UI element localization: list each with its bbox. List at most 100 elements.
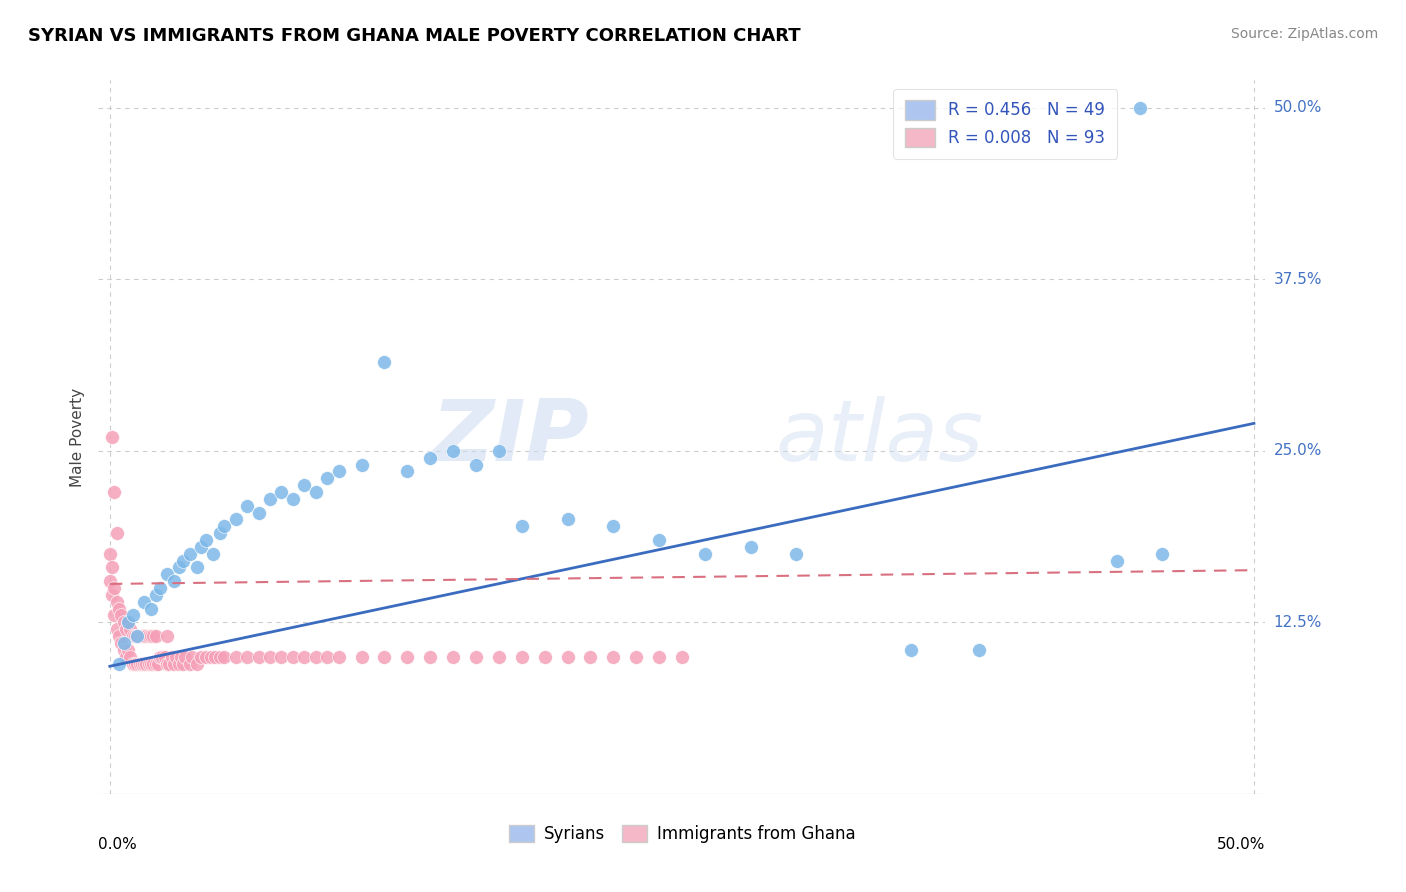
Point [131, 657, 153, 671]
Point [117, 642, 139, 657]
Point [179, 657, 201, 671]
Point [259, 649, 281, 664]
Point [419, 649, 441, 664]
Point [373, 649, 395, 664]
Point [127, 657, 149, 671]
Point [135, 629, 157, 643]
Point [145, 629, 167, 643]
Point [139, 601, 162, 615]
Point [1128, 101, 1150, 115]
Point [121, 657, 143, 671]
Point [139, 629, 162, 643]
Point [557, 512, 579, 526]
Point [190, 540, 212, 554]
Point [488, 649, 510, 664]
Point [259, 491, 281, 506]
Point [624, 649, 647, 664]
Point [200, 649, 222, 664]
Point [103, 485, 125, 500]
Point [138, 657, 160, 671]
Point [115, 649, 138, 664]
Point [121, 608, 143, 623]
Point [138, 629, 160, 643]
Point [163, 657, 186, 671]
Point [105, 526, 128, 541]
Point [146, 657, 169, 671]
Point [488, 443, 510, 458]
Point [1152, 547, 1174, 561]
Point [328, 464, 350, 478]
Point [153, 649, 176, 664]
Point [236, 649, 259, 664]
Point [671, 649, 693, 664]
Point [194, 533, 217, 547]
Point [179, 547, 201, 561]
Point [103, 581, 125, 595]
Point [1105, 553, 1128, 567]
Point [156, 567, 179, 582]
Point [579, 649, 602, 664]
Point [145, 657, 167, 671]
Point [648, 649, 671, 664]
Point [533, 649, 555, 664]
Point [785, 547, 807, 561]
Point [105, 622, 128, 636]
Point [98, 574, 121, 589]
Text: 50.0%: 50.0% [1218, 837, 1265, 852]
Point [510, 649, 533, 664]
Point [135, 657, 157, 671]
Point [98, 547, 121, 561]
Text: Source: ZipAtlas.com: Source: ZipAtlas.com [1230, 27, 1378, 41]
Text: atlas: atlas [775, 395, 983, 479]
Point [214, 519, 236, 533]
Text: 0.0%: 0.0% [98, 837, 138, 852]
Text: 25.0%: 25.0% [1274, 443, 1322, 458]
Point [441, 443, 464, 458]
Point [247, 649, 270, 664]
Point [121, 629, 143, 643]
Point [225, 512, 247, 526]
Point [186, 657, 208, 671]
Point [194, 649, 217, 664]
Point [145, 588, 167, 602]
Point [112, 636, 135, 650]
Point [172, 553, 194, 567]
Point [350, 458, 373, 472]
Point [108, 657, 131, 671]
Point [124, 629, 146, 643]
Point [128, 629, 150, 643]
Point [396, 649, 419, 664]
Point [127, 629, 149, 643]
Point [112, 615, 135, 630]
Point [602, 649, 624, 664]
Point [156, 629, 179, 643]
Point [131, 629, 153, 643]
Point [105, 595, 128, 609]
Point [167, 657, 190, 671]
Point [101, 560, 124, 574]
Point [225, 649, 247, 664]
Point [328, 649, 350, 664]
Point [120, 622, 142, 636]
Point [396, 464, 419, 478]
Y-axis label: Male Poverty: Male Poverty [69, 387, 84, 487]
Point [186, 560, 208, 574]
Point [157, 657, 180, 671]
Point [350, 649, 373, 664]
Point [208, 526, 231, 541]
Point [602, 519, 624, 533]
Point [305, 485, 328, 500]
Point [139, 657, 162, 671]
Point [152, 649, 174, 664]
Point [900, 642, 922, 657]
Point [316, 649, 339, 664]
Point [292, 478, 315, 492]
Point [373, 354, 395, 368]
Point [201, 547, 224, 561]
Point [108, 601, 131, 615]
Point [120, 649, 142, 664]
Point [134, 629, 156, 643]
Point [110, 636, 132, 650]
Point [174, 649, 197, 664]
Point [117, 615, 139, 630]
